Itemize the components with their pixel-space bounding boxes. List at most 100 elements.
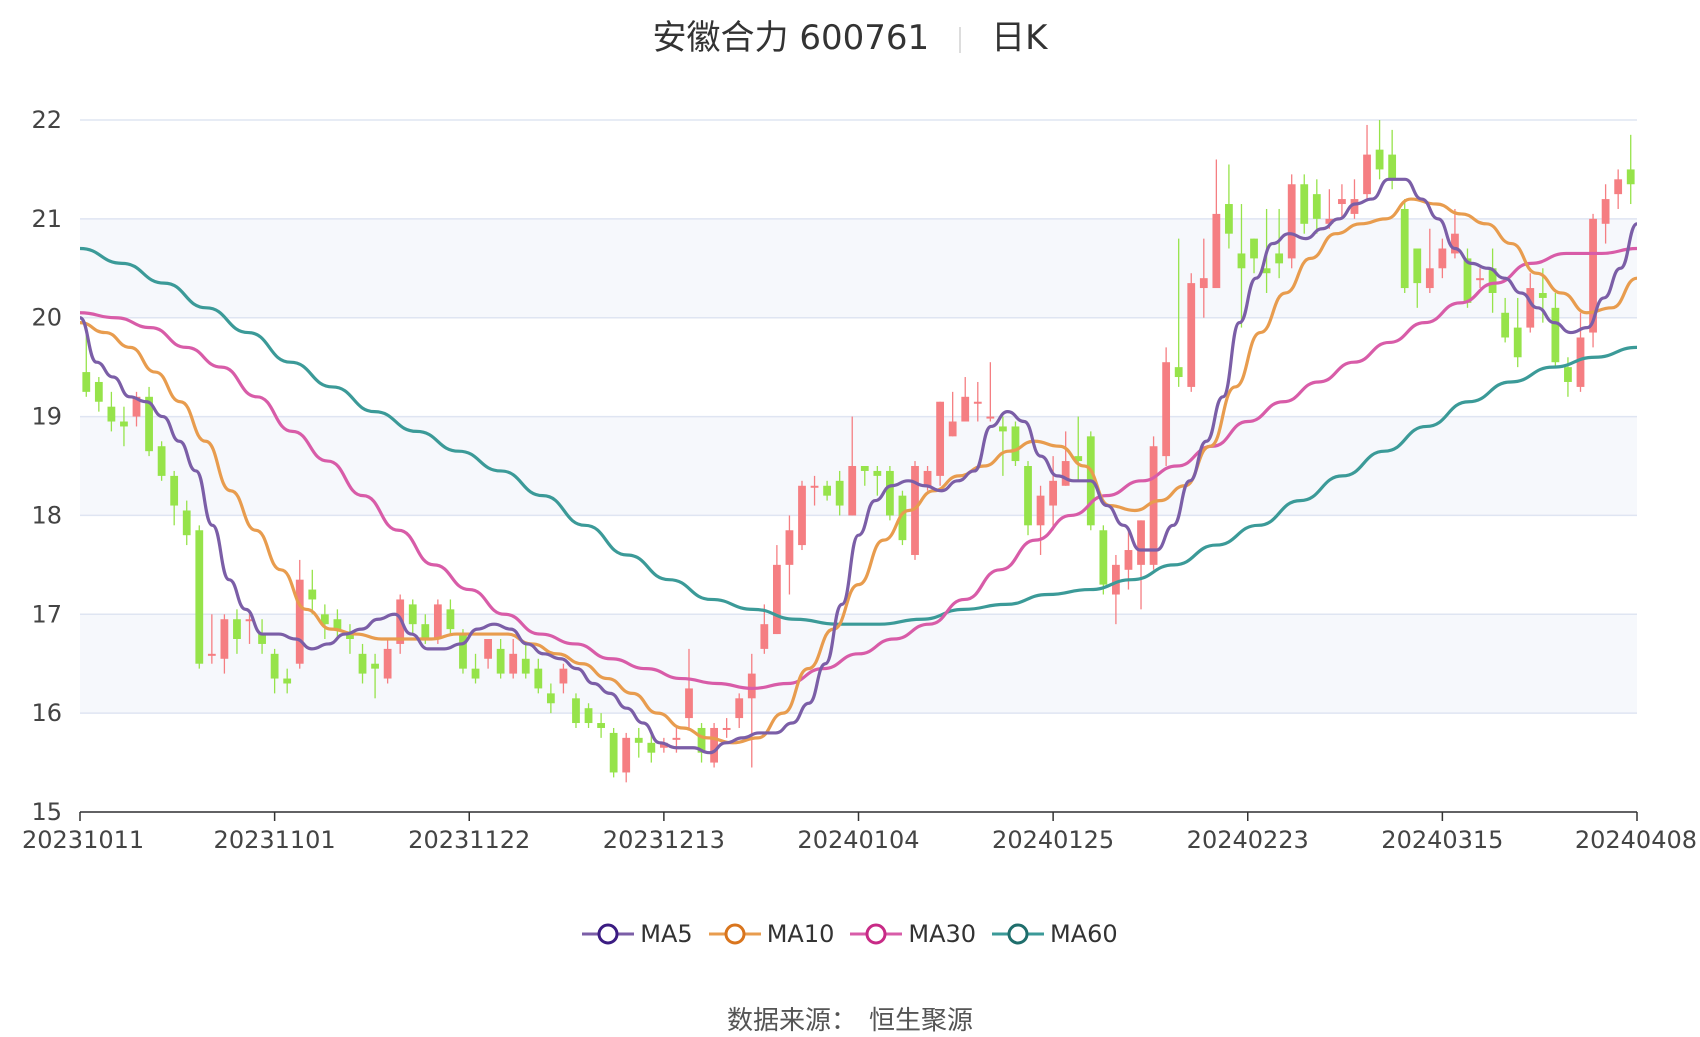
- candle-body: [1601, 199, 1610, 224]
- candle-body: [609, 732, 618, 773]
- ma5-line: [79, 177, 1638, 755]
- candle-body: [747, 673, 756, 699]
- candle-body: [1237, 253, 1246, 269]
- ma10-line: [79, 197, 1638, 745]
- candle-body: [1212, 213, 1221, 289]
- source-value: 恒生聚源: [869, 1006, 974, 1036]
- x-tick-label: 20240408: [1575, 826, 1697, 854]
- candle-body: [195, 530, 204, 664]
- legend-label: MA5: [640, 920, 693, 948]
- candle-body: [1438, 248, 1447, 269]
- candle-body: [534, 668, 543, 689]
- candle-body: [283, 678, 292, 684]
- candle-body: [785, 530, 794, 565]
- candle-body: [1350, 199, 1359, 214]
- candle-body: [873, 470, 882, 476]
- candle-body: [772, 564, 781, 635]
- candle-body: [1300, 184, 1309, 224]
- candle-body: [132, 396, 141, 417]
- candle-body: [270, 653, 279, 679]
- candle-body: [346, 634, 354, 639]
- candle-body: [1513, 327, 1522, 358]
- source-label: 数据来源：: [726, 1006, 857, 1036]
- candle-body: [1501, 312, 1510, 338]
- x-tick-label: 20231122: [408, 826, 530, 854]
- candle-body: [421, 624, 430, 639]
- candle-body: [835, 480, 844, 506]
- grid-band: [80, 416, 1637, 516]
- candle-body: [94, 381, 103, 402]
- candle-body: [1338, 199, 1346, 205]
- candle-body: [1551, 307, 1560, 363]
- legend-marker-icon: [708, 923, 761, 945]
- candle-body: [973, 401, 982, 404]
- x-tick-label: 20231213: [603, 826, 725, 854]
- candle-body: [233, 619, 241, 639]
- candle-body: [484, 639, 492, 659]
- candle-body: [471, 668, 480, 679]
- candle-body: [509, 653, 518, 674]
- legend-item-ma60[interactable]: MA60: [992, 920, 1118, 948]
- candle-body: [1011, 426, 1020, 462]
- x-tick-label: 20240223: [1187, 826, 1309, 854]
- stock-name: 安徽合力 600761: [652, 18, 930, 58]
- candle-body: [1325, 218, 1334, 224]
- data-source: 数据来源： 恒生聚源: [0, 1000, 1700, 1037]
- candle-body: [1614, 179, 1623, 195]
- candle-body: [546, 693, 555, 704]
- candle-body: [433, 604, 442, 639]
- candle-body: [107, 406, 116, 422]
- candle-body: [408, 604, 417, 625]
- kline-chart: 15 16 17 18 19 20 21 22 20231011 20231101 20231122…: [22, 106, 1697, 854]
- candle-body: [923, 470, 932, 486]
- candle-body: [245, 619, 254, 622]
- y-tick-label: 18: [31, 501, 62, 529]
- candle-body: [320, 614, 329, 625]
- legend-item-ma10[interactable]: MA10: [708, 920, 834, 948]
- candle-body: [936, 401, 945, 476]
- chart-title: 安徽合力 600761 日K: [0, 10, 1700, 59]
- candle-body: [446, 609, 455, 630]
- candle-body: [521, 658, 530, 674]
- candle-body: [911, 466, 919, 555]
- candle-body: [1488, 268, 1497, 293]
- candle-body: [145, 396, 153, 452]
- candle-body: [1388, 154, 1397, 180]
- candle-body: [1400, 208, 1409, 289]
- candle-body: [1250, 238, 1258, 259]
- candle-body: [559, 668, 568, 684]
- y-tick-label: 22: [31, 106, 62, 134]
- candle-body: [1451, 233, 1459, 254]
- x-tick-label: 20240104: [797, 826, 919, 854]
- legend-item-ma5[interactable]: MA5: [582, 920, 693, 948]
- y-tick-label: 20: [31, 304, 62, 332]
- candle-body: [220, 619, 229, 659]
- candle-body: [1526, 288, 1535, 328]
- candle-body: [986, 416, 995, 419]
- candle-body: [848, 466, 857, 516]
- ma60-line: [79, 246, 1638, 626]
- candle-body: [722, 727, 731, 730]
- candle-body: [258, 634, 266, 644]
- candle-body: [1187, 283, 1196, 387]
- ma30-line: [79, 246, 1638, 691]
- candle-body: [170, 475, 179, 506]
- candle-body: [82, 372, 91, 392]
- candle-body: [622, 737, 631, 773]
- candle-body: [295, 579, 304, 664]
- candle-body: [1564, 367, 1572, 382]
- legend-marker-icon: [850, 923, 903, 945]
- candle-body: [961, 396, 970, 422]
- candle-body: [1061, 461, 1070, 486]
- candle-body: [1275, 253, 1284, 264]
- candle-body: [1312, 194, 1321, 219]
- candle-body: [1576, 337, 1585, 387]
- legend-item-ma30[interactable]: MA30: [850, 920, 976, 948]
- y-tick-label: 21: [31, 205, 62, 233]
- candle-body: [885, 470, 894, 516]
- candle-body: [120, 421, 128, 427]
- candle-body: [999, 426, 1007, 432]
- candle-body: [1463, 258, 1472, 303]
- candle-body: [860, 466, 869, 471]
- title-separator: [959, 26, 962, 53]
